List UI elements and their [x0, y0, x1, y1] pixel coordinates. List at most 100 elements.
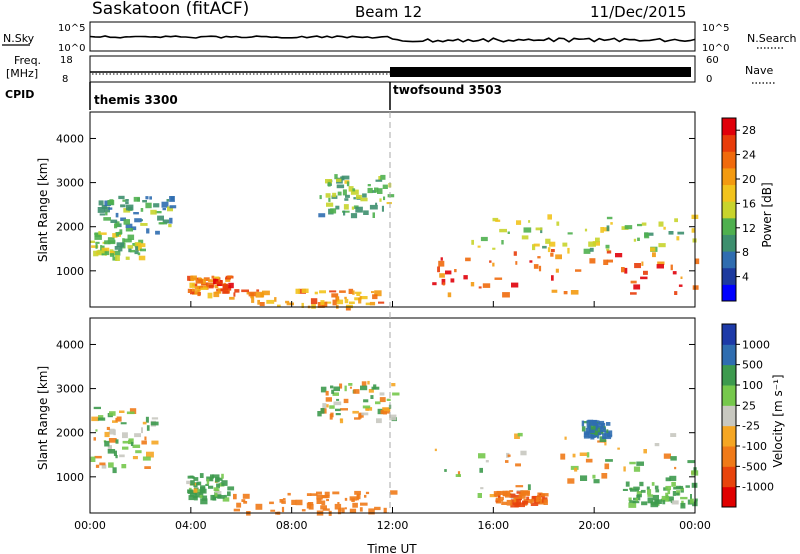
data-cell	[112, 420, 118, 423]
data-cell	[632, 501, 640, 504]
x-tick-label: 08:00	[276, 519, 308, 532]
data-cell	[353, 197, 356, 200]
data-cell	[441, 278, 446, 285]
data-cell	[692, 285, 699, 290]
data-cell	[438, 260, 445, 267]
data-cell	[636, 461, 644, 466]
data-cell	[352, 502, 358, 508]
colorbar-swatch	[722, 385, 736, 406]
data-cell	[432, 282, 437, 286]
data-cell	[107, 449, 116, 454]
cpid-entry-themis: themis 3300	[94, 93, 178, 107]
data-cell	[188, 495, 195, 501]
data-cell	[606, 259, 613, 263]
data-cell	[91, 245, 99, 248]
data-cell	[505, 460, 509, 463]
data-cell	[137, 252, 141, 256]
data-cell	[119, 410, 125, 413]
data-cell	[674, 218, 678, 223]
nsky-panel: N.Sky 10^5 10^0 10^5 10^0 N.Search	[2, 21, 797, 54]
data-cell	[671, 481, 676, 487]
data-cell	[515, 261, 518, 265]
nsearch-tick-bottom: 10^0	[702, 43, 729, 54]
data-cell	[594, 423, 599, 429]
data-cell	[477, 493, 482, 498]
data-cell	[344, 507, 347, 510]
data-cell	[641, 501, 648, 506]
data-cell	[336, 398, 340, 401]
data-cell	[336, 178, 342, 182]
data-cell	[551, 275, 554, 281]
data-cell	[115, 439, 119, 444]
data-cell	[332, 491, 340, 495]
data-cell	[129, 249, 136, 253]
data-cell	[344, 296, 347, 300]
data-cell	[95, 429, 98, 432]
beam-title: Beam 12	[355, 3, 422, 21]
data-cell	[354, 291, 362, 294]
data-cell	[567, 247, 570, 254]
data-cell	[662, 499, 666, 505]
data-cell	[583, 421, 589, 424]
colorbar-swatch	[722, 201, 736, 219]
data-cell	[195, 492, 204, 498]
data-cell	[530, 498, 535, 503]
colorbar-tick-label: -1000	[742, 481, 774, 494]
data-cell	[127, 234, 135, 240]
y-tick-label: 2000	[56, 221, 84, 234]
colorbar-tick-label: -500	[742, 460, 767, 473]
data-cell	[633, 238, 637, 242]
data-cell	[371, 386, 380, 390]
data-cell	[477, 245, 481, 248]
data-cell	[339, 418, 344, 424]
data-cell	[259, 302, 265, 307]
data-cell	[129, 408, 137, 414]
data-cell	[509, 490, 514, 493]
data-cell	[583, 248, 591, 254]
data-cell	[291, 499, 297, 505]
data-cell	[615, 253, 623, 258]
data-cell	[520, 490, 529, 496]
data-cell	[604, 439, 607, 446]
data-cell	[97, 207, 105, 213]
data-cell	[519, 502, 525, 508]
freq-panel: Freq. [MHz] 18 8 60 0 Nave	[6, 54, 775, 85]
data-cell	[463, 275, 468, 280]
data-cell	[680, 276, 683, 279]
data-cell	[564, 436, 567, 440]
data-cell	[115, 455, 118, 459]
colorbar-frame	[721, 323, 737, 508]
data-cell	[492, 217, 499, 222]
x-tick-label: 00:00	[74, 519, 106, 532]
data-cell	[529, 499, 533, 504]
data-cell	[581, 420, 585, 427]
data-cell	[600, 423, 604, 428]
data-cell	[248, 291, 257, 297]
data-cell	[187, 275, 191, 281]
date-title: 11/Dec/2015	[590, 3, 686, 21]
data-cell	[150, 421, 159, 426]
data-cell	[480, 487, 484, 490]
data-cell	[604, 463, 610, 470]
data-cell	[214, 278, 219, 284]
data-cell	[650, 501, 659, 508]
data-cell	[189, 491, 197, 497]
data-cell	[502, 490, 510, 497]
colorbar-swatch	[722, 267, 736, 285]
data-cell	[444, 469, 447, 472]
data-cell	[563, 291, 568, 295]
data-cell	[120, 217, 126, 221]
data-cell	[610, 222, 613, 225]
data-cell	[350, 189, 359, 195]
data-cell	[482, 283, 491, 288]
data-cell	[625, 481, 630, 487]
data-cell	[194, 286, 199, 290]
data-cell	[153, 203, 160, 208]
data-cell	[215, 281, 223, 285]
data-cell	[656, 264, 664, 269]
data-cell	[131, 226, 137, 231]
data-cell	[641, 261, 644, 266]
data-cell	[346, 181, 350, 187]
data-cell	[445, 270, 452, 275]
